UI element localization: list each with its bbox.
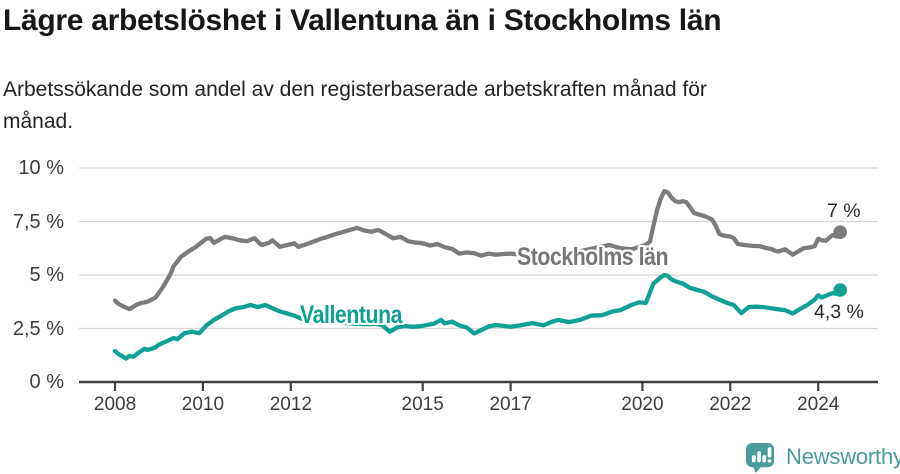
y-tick-label: 5 % <box>29 264 64 286</box>
x-tick-label: 2010 <box>181 394 225 415</box>
newsworthy-logo-icon <box>745 442 775 474</box>
subtitle-line-1: Arbetssökande som andel av den registerb… <box>3 78 707 101</box>
y-tick-label: 7,5 % <box>12 210 64 233</box>
y-tick-label: 2,5 % <box>12 317 64 340</box>
x-tick-label: 2020 <box>621 394 664 415</box>
series-label-vallentuna: Vallentuna <box>300 301 403 329</box>
newsworthy-logo <box>744 441 777 474</box>
x-tick-label: 2024 <box>797 394 840 415</box>
page-title: Lägre arbetslöshet i Vallentuna än i Sto… <box>3 4 722 37</box>
chart-subtitle: Arbetssökande som andel av den registerb… <box>3 74 873 138</box>
x-tick-label: 2012 <box>269 394 312 415</box>
series-end-dot <box>833 283 847 297</box>
series-end-dot <box>833 225 847 239</box>
end-value-label-stockholms-lan: 7 % <box>827 200 861 222</box>
x-tick-label: 2017 <box>489 394 532 415</box>
x-tick-label: 2015 <box>401 394 444 415</box>
series-label-stockholms-lan: Stockholms län <box>517 243 669 271</box>
y-tick-label: 0 % <box>29 371 64 393</box>
newsworthy-logo-text: Newsworthy <box>786 444 900 469</box>
end-value-label-vallentuna: 4,3 % <box>814 301 864 323</box>
x-tick-label: 2022 <box>709 394 752 415</box>
series-line <box>112 188 843 312</box>
y-tick-label: 10 % <box>18 157 64 179</box>
series-line <box>112 272 843 361</box>
x-tick-label: 2008 <box>93 394 137 415</box>
subtitle-line-2: månad. <box>3 109 74 133</box>
